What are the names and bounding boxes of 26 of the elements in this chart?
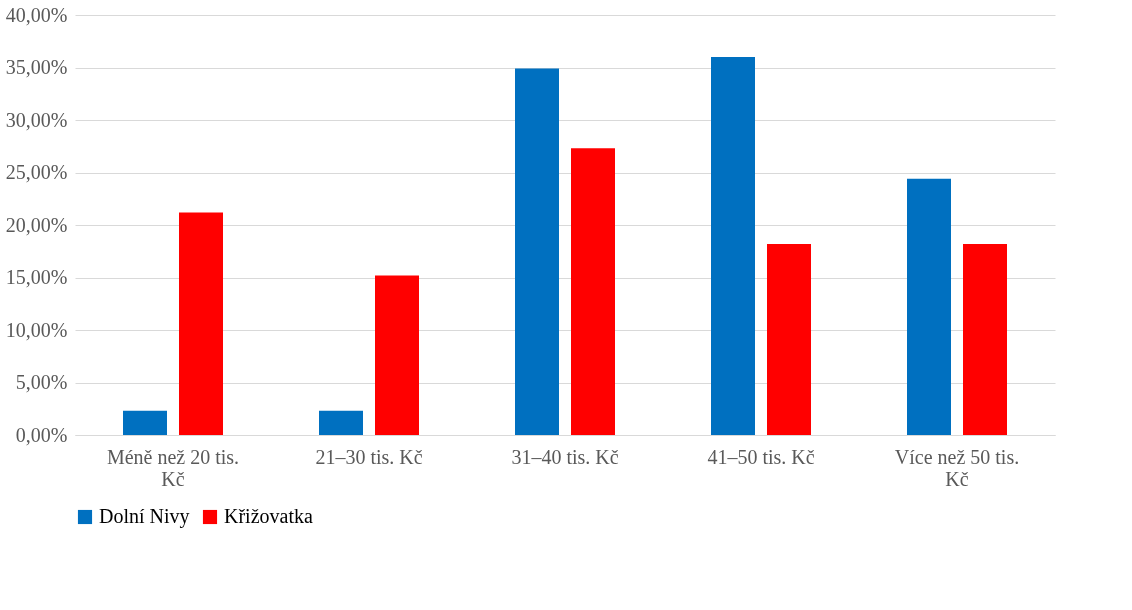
bar: [963, 243, 1007, 435]
y-tick-label: 10,00%: [5, 318, 68, 341]
bar: [907, 178, 951, 435]
y-tick-label: 5,00%: [15, 371, 68, 393]
legend-label: Křižovatka: [224, 505, 313, 527]
bar: [571, 148, 615, 435]
bar: [319, 410, 363, 435]
x-tick-label: Méně než 20 tis. Kč: [106, 445, 240, 490]
y-tick-label: 20,00%: [5, 213, 68, 236]
bar: [123, 410, 167, 435]
bar: [711, 57, 755, 435]
x-tick-label: 41–50 tis. Kč: [707, 445, 815, 468]
y-tick-label: 15,00%: [5, 266, 68, 288]
bar: [767, 243, 811, 435]
y-tick-label: 40,00%: [5, 3, 68, 26]
y-tick-label: 25,00%: [5, 161, 68, 183]
legend-label: Dolní Nivy: [99, 505, 190, 528]
bar: [179, 212, 223, 435]
y-tick-label: 0,00%: [15, 423, 68, 446]
y-tick-label: 35,00%: [5, 56, 68, 78]
bar: [515, 68, 559, 435]
x-tick-label: 21–30 tis. Kč: [315, 445, 423, 468]
y-tick-label: 30,00%: [5, 108, 68, 131]
bar: [375, 275, 419, 435]
x-tick-label: 31–40 tis. Kč: [511, 445, 619, 468]
x-tick-label: Více než 50 tis. Kč: [894, 445, 1020, 490]
